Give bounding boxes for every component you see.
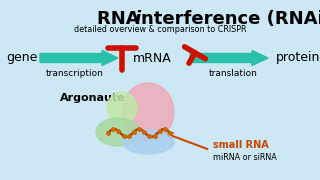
Text: RNA: RNA: [97, 10, 146, 28]
Text: protein: protein: [276, 51, 320, 64]
Text: detailed overview & comparison to CRISPR: detailed overview & comparison to CRISPR: [74, 25, 246, 34]
Point: [121, 134, 126, 137]
Point: [152, 134, 157, 137]
Point: [116, 130, 121, 132]
Ellipse shape: [107, 92, 137, 124]
Ellipse shape: [96, 118, 140, 146]
Point: [167, 132, 172, 134]
Point: [131, 130, 136, 133]
Text: i: i: [134, 10, 140, 28]
Point: [142, 130, 147, 133]
Ellipse shape: [122, 130, 174, 154]
Text: miRNA or siRNA: miRNA or siRNA: [213, 154, 277, 163]
Text: Argonaute: Argonaute: [60, 93, 126, 103]
Text: mRNA: mRNA: [132, 51, 172, 64]
FancyArrow shape: [190, 51, 268, 66]
Point: [157, 130, 162, 132]
Text: small RNA: small RNA: [213, 140, 269, 150]
Point: [147, 135, 152, 138]
Point: [136, 128, 141, 130]
FancyArrow shape: [40, 51, 118, 66]
Point: [111, 128, 116, 130]
Text: nterference (RNAi): nterference (RNAi): [141, 10, 320, 28]
Point: [126, 135, 131, 138]
Text: gene: gene: [6, 51, 38, 64]
Point: [162, 128, 167, 130]
Text: translation: translation: [209, 69, 257, 78]
Text: transcription: transcription: [46, 69, 104, 78]
Point: [106, 132, 111, 134]
Ellipse shape: [122, 83, 174, 141]
